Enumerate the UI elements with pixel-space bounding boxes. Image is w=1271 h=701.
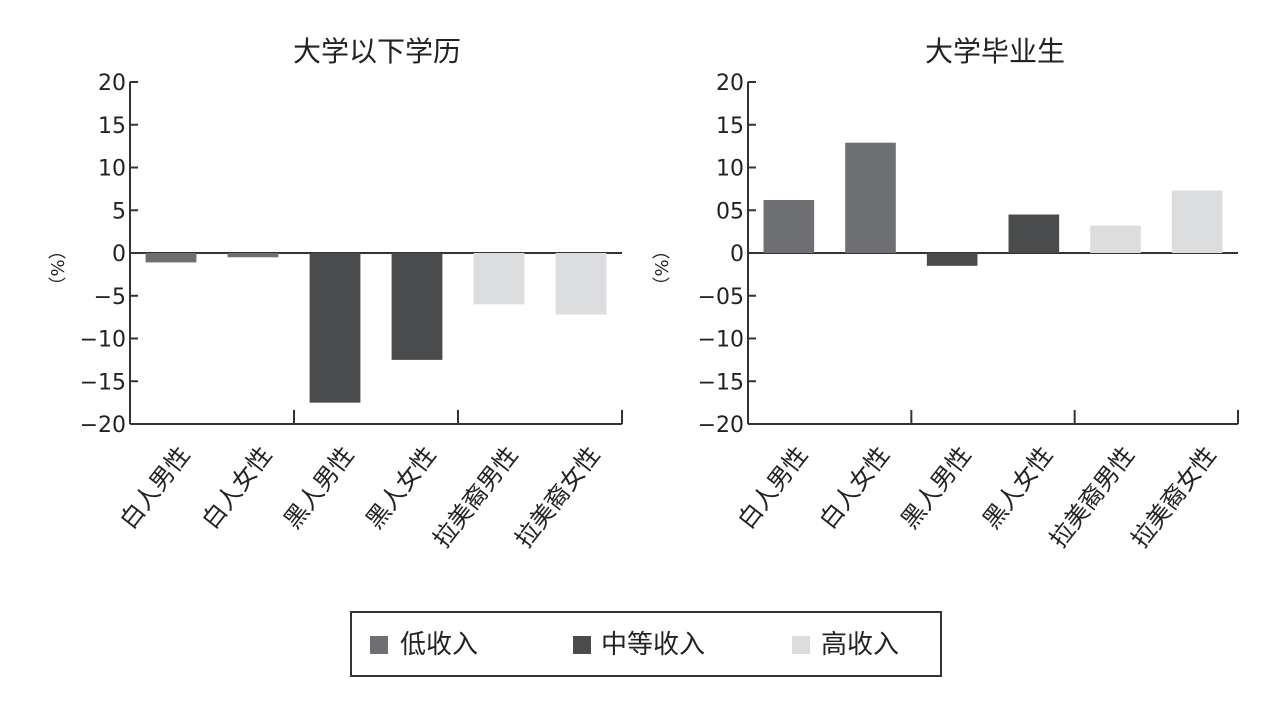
y-tick-label: 10 <box>716 157 744 182</box>
y-tick-label: 15 <box>98 114 126 139</box>
bar <box>926 253 978 266</box>
y-axis-unit: （%） <box>48 241 69 294</box>
y-tick-label: 05 <box>716 199 744 224</box>
legend-label-low-income: 低收入 <box>400 630 478 660</box>
legend-frame <box>350 611 942 677</box>
bar <box>845 142 896 253</box>
x-category-label: 黑人男性 <box>896 441 977 534</box>
y-tick-label: −15 <box>80 370 126 395</box>
legend-swatch-middle-income <box>573 636 591 654</box>
legend: 低收入 中等收入 高收入 <box>350 611 942 677</box>
x-category-label: 白人男性 <box>114 441 195 534</box>
y-tick-label: −10 <box>698 328 744 353</box>
bar <box>1090 225 1141 253</box>
y-tick-label: 5 <box>112 199 126 224</box>
y-tick-label: −20 <box>80 413 126 438</box>
y-tick-label: −15 <box>698 370 744 395</box>
y-tick-label: −5 <box>94 285 126 310</box>
chart-title: 大学毕业生 <box>925 35 1065 68</box>
bar <box>555 253 607 315</box>
y-tick-label: 0 <box>112 242 126 267</box>
x-category-label: 黑人女性 <box>360 441 441 534</box>
x-category-label: 拉美裔女性 <box>1126 441 1222 553</box>
y-tick-label: −10 <box>80 328 126 353</box>
legend-label-high-income: 高收入 <box>821 630 899 660</box>
bar <box>473 253 525 305</box>
y-tick-label: 20 <box>98 71 126 96</box>
x-category-label: 白人女性 <box>196 441 277 534</box>
bar <box>763 199 815 253</box>
bar <box>309 253 361 403</box>
legend-swatch-high-income <box>792 636 810 654</box>
bar <box>1171 190 1223 253</box>
x-category-label: 白人男性 <box>732 441 813 534</box>
y-tick-label: 15 <box>716 114 744 139</box>
y-axis-unit: （%） <box>652 241 673 294</box>
chart-college-graduates: 大学毕业生 （%） 201510050−05−10−15−20白人男性 白人女性黑… <box>652 35 1239 553</box>
x-category-label: 拉美裔女性 <box>510 441 606 553</box>
y-tick-label: −05 <box>698 285 744 310</box>
bar <box>391 253 443 360</box>
bar <box>145 253 197 263</box>
y-tick-label: 0 <box>730 242 744 267</box>
y-tick-label: 20 <box>716 71 744 96</box>
bar <box>227 253 279 258</box>
legend-swatch-low-income <box>370 636 388 654</box>
x-category-label: 黑人男性 <box>278 441 359 534</box>
legend-label-middle-income: 中等收入 <box>601 630 705 660</box>
x-category-label: 黑人女性 <box>977 441 1058 534</box>
bar <box>1008 214 1060 253</box>
y-tick-label: −20 <box>698 413 744 438</box>
x-category-label: 白人女性 <box>814 441 895 534</box>
chart-title: 大学以下学历 <box>293 35 461 68</box>
y-tick-label: 10 <box>98 157 126 182</box>
